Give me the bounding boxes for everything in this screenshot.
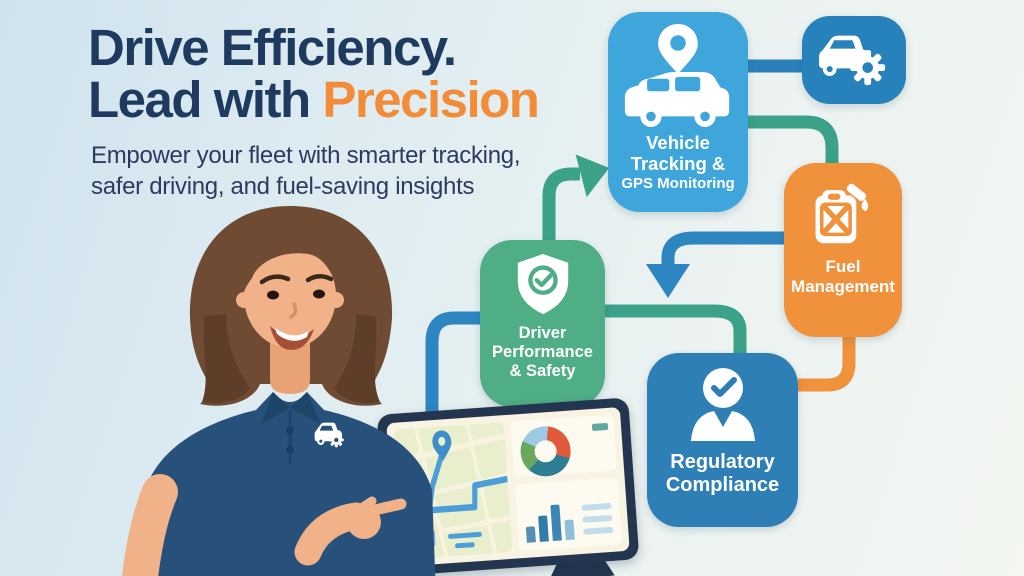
- card-label-line: Driver: [518, 324, 567, 342]
- card-label-line: Management: [791, 276, 895, 296]
- shield-check-icon: [517, 254, 568, 315]
- bar: [525, 526, 536, 543]
- headline-accent: Precision: [322, 71, 540, 129]
- bar: [538, 515, 549, 542]
- card-label-line: Vehicle: [646, 132, 710, 153]
- subtitle: Empower your fleet with smarter tracking…: [91, 142, 521, 200]
- card-label-line: GPS Monitoring: [621, 174, 735, 192]
- list-lines: [581, 502, 614, 535]
- arrowhead-right-icon: [575, 154, 610, 198]
- car-gear-icon: [819, 35, 886, 86]
- card-fuel-management: Fuel Management: [784, 163, 902, 337]
- bar: [550, 504, 562, 542]
- donut-chart-panel: [510, 414, 618, 478]
- bar: [564, 519, 575, 541]
- card-label-line: Compliance: [665, 474, 780, 496]
- headline-line2: Lead with Precision: [88, 71, 540, 129]
- donut-chart: [518, 424, 573, 478]
- headline-line1: Drive Efficiency.: [88, 19, 457, 76]
- card-label-line: Performance: [492, 342, 593, 361]
- card-regulatory-compliance: Regulatory Compliance: [647, 353, 798, 527]
- card-vehicle-settings: [802, 16, 906, 104]
- fleet-manager-illustration: [122, 206, 436, 576]
- fuel-can-icon: [815, 183, 869, 244]
- car-icon: [624, 72, 730, 128]
- route-line: [426, 448, 509, 514]
- shirt-car-gear-logo: [314, 422, 344, 448]
- donut-legend-chip: [591, 422, 609, 431]
- person-check-icon: [690, 368, 755, 441]
- card-label-line: Tracking &: [630, 153, 726, 175]
- page-title: Drive Efficiency. Lead with Precision: [88, 19, 540, 129]
- location-pin-icon: [658, 24, 698, 74]
- card-label-line: Regulatory: [670, 451, 775, 473]
- arrowhead-down-icon: [646, 264, 690, 298]
- card-driver-performance: Driver Performance & Safety: [480, 240, 605, 407]
- card-label-line: Fuel: [825, 257, 861, 276]
- card-label-line: & Safety: [509, 361, 576, 380]
- card-vehicle-tracking: Vehicle Tracking & GPS Monitoring: [608, 12, 748, 212]
- bar-chart-panel: [514, 477, 623, 552]
